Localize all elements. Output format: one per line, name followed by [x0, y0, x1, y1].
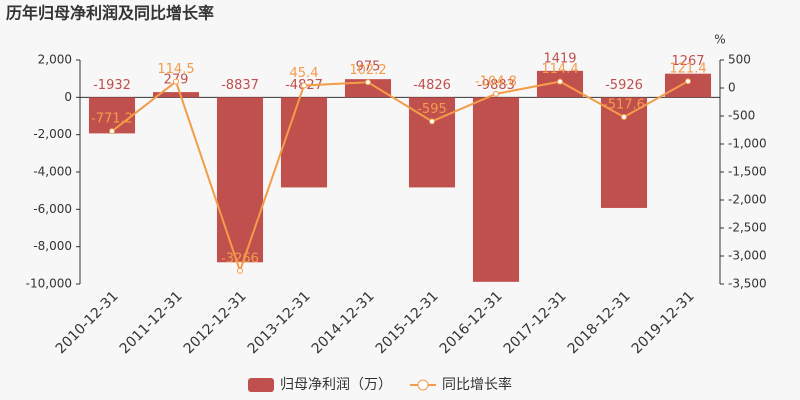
y2-tick-label: 0 — [728, 81, 736, 95]
line-value-label: -595 — [417, 102, 447, 117]
line-value-label: 121.4 — [669, 62, 706, 77]
line-value-label: 102.2 — [349, 63, 386, 78]
line-value-label: -104.8 — [475, 74, 517, 89]
bar-value-label: 1419 — [543, 51, 576, 66]
legend-label: 同比增长率 — [442, 376, 512, 393]
bar — [216, 97, 264, 263]
line-value-label: -771.2 — [91, 112, 133, 127]
bar — [664, 73, 712, 98]
legend-label: 归母净利润（万） — [280, 376, 392, 393]
legend-swatch — [248, 378, 274, 392]
x-tick-label: 2018-12-31 — [565, 288, 634, 357]
y2-tick-label: -3,500 — [728, 277, 767, 291]
line-point — [685, 78, 691, 85]
line-point — [429, 118, 435, 125]
bar — [280, 97, 328, 188]
x-tick-label: 2011-12-31 — [117, 288, 186, 357]
x-tick-label: 2016-12-31 — [437, 288, 506, 357]
y2-tick-label: -2,500 — [728, 221, 767, 235]
x-tick-label: 2010-12-31 — [53, 288, 122, 357]
bar-value-label: -9883 — [477, 78, 515, 93]
line-point — [237, 267, 243, 274]
legend-marker — [417, 379, 429, 391]
line-value-label: -3266 — [221, 251, 259, 266]
x-tick-label: 2013-12-31 — [245, 288, 314, 357]
y-tick-label: -4,000 — [33, 165, 72, 179]
y2-unit: % — [714, 33, 725, 47]
line-point — [109, 128, 115, 135]
line-value-label: -517.6 — [603, 97, 645, 112]
bar-value-label: -5926 — [605, 78, 643, 93]
bar-value-label: 975 — [356, 60, 381, 75]
y2-tick-label: -500 — [728, 109, 755, 123]
y-tick-label: 2,000 — [38, 53, 72, 67]
line-point — [365, 79, 371, 86]
y-tick-label: 0 — [64, 90, 72, 104]
x-tick-label: 2014-12-31 — [309, 288, 378, 357]
y-tick-label: -2,000 — [33, 127, 72, 141]
bar-value-label: -4826 — [413, 78, 451, 93]
x-tick-label: 2017-12-31 — [501, 288, 570, 357]
y2-tick-label: -3,000 — [728, 249, 767, 263]
y-tick-label: -10,000 — [26, 277, 72, 291]
line-value-label: 45.4 — [290, 66, 319, 81]
y2-tick-label: -1,500 — [728, 165, 767, 179]
y-tick-label: -6,000 — [33, 202, 72, 216]
bar-value-label: -1932 — [93, 78, 131, 93]
x-tick-label: 2012-12-31 — [181, 288, 250, 357]
bar-value-label: 1267 — [671, 54, 704, 69]
line-value-label: 114.5 — [157, 62, 194, 77]
line-point — [493, 90, 499, 97]
chart-title: 历年归母净利润及同比增长率 — [6, 4, 214, 23]
bar-value-label: -8837 — [221, 78, 259, 93]
line-value-label: 114.4 — [541, 62, 578, 77]
bar — [88, 97, 136, 134]
x-tick-label: 2015-12-31 — [373, 288, 442, 357]
line-point — [173, 78, 179, 85]
bar — [600, 97, 648, 208]
bar — [472, 97, 520, 282]
y2-tick-label: 500 — [728, 53, 751, 67]
line — [111, 79, 689, 274]
line-point — [301, 82, 307, 89]
bar — [152, 92, 200, 98]
y-tick-label: -8,000 — [33, 239, 72, 253]
line-point — [621, 113, 627, 120]
y2-tick-label: -1,000 — [728, 137, 767, 151]
y2-tick-label: -2,000 — [728, 193, 767, 207]
x-tick-label: 2019-12-31 — [629, 288, 698, 357]
line-point — [557, 78, 563, 85]
